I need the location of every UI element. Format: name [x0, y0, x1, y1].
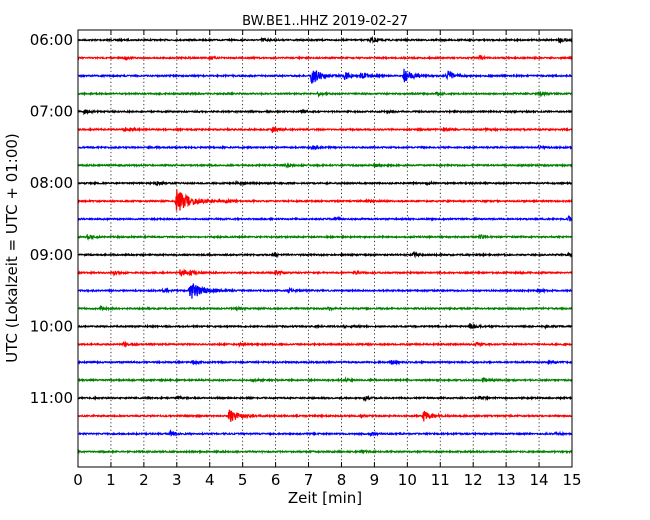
seismogram-trace: [77, 233, 573, 241]
chart-title: BW.BE1..HHZ 2019-02-27: [242, 14, 408, 29]
seismogram-trace: [77, 359, 573, 366]
y-tick-label: 09:00: [30, 246, 73, 264]
y-tick-label: 08:00: [30, 174, 73, 192]
seismogram-trace: [77, 68, 573, 84]
x-tick-label: 8: [337, 471, 347, 489]
x-tick-label: 13: [497, 471, 516, 489]
x-tick-label: 4: [205, 471, 215, 489]
seismogram-trace: [77, 409, 573, 422]
seismogram-trace: [77, 189, 573, 211]
seismogram-trace: [77, 215, 573, 222]
x-tick-label: 5: [238, 471, 248, 489]
x-tick-label: 0: [73, 471, 83, 489]
x-axis: 0 1 2 3 4 5 6 7 8 9 10 11 12 13 14 15: [73, 30, 582, 489]
seismogram-trace: [77, 429, 573, 437]
seismogram-trace: [77, 35, 573, 45]
seismogram-trace: [77, 54, 573, 62]
seismogram-trace: [77, 250, 573, 259]
x-tick-label: 3: [172, 471, 182, 489]
x-tick-label: 11: [431, 471, 450, 489]
y-tick-label: 11:00: [30, 389, 73, 407]
x-tick-label: 9: [370, 471, 380, 489]
y-tick-label: 06:00: [30, 31, 73, 49]
y-axis-label: UTC (Lokalzeit = UTC + 01:00): [3, 133, 21, 363]
seismogram-trace: [77, 179, 573, 187]
seismogram-trace: [77, 449, 573, 455]
seismogram-trace: [77, 394, 573, 403]
grid: [110, 30, 540, 467]
x-axis-label: Zeit [min]: [288, 489, 362, 507]
x-tick-label: 2: [139, 471, 149, 489]
seismogram-trace: [77, 268, 573, 277]
seismogram-trace: [77, 340, 573, 349]
x-tick-label: 7: [304, 471, 314, 489]
x-tick-label: 6: [271, 471, 281, 489]
x-tick-label: 1: [106, 471, 116, 489]
y-tick-label: 07:00: [30, 103, 73, 121]
seismogram-trace: [77, 108, 573, 116]
seismogram-trace: [77, 283, 573, 299]
seismogram-trace: [77, 144, 573, 151]
y-tick-label: 10:00: [30, 317, 73, 335]
seismogram-trace: [77, 376, 573, 384]
x-tick-label: 10: [398, 471, 417, 489]
traces: [77, 35, 573, 455]
x-tick-label: 15: [562, 471, 581, 489]
y-axis: 06:00 07:00 08:00 09:00 10:00 11:00: [30, 31, 572, 407]
x-tick-label: 12: [464, 471, 483, 489]
seismogram-trace: [77, 161, 573, 169]
seismogram-trace: [77, 126, 573, 133]
plot-frame: [77, 29, 573, 468]
seismogram-trace: [77, 323, 573, 330]
x-tick-label: 14: [530, 471, 549, 489]
seismogram-trace: [77, 90, 573, 98]
seismogram-trace: [77, 304, 573, 312]
